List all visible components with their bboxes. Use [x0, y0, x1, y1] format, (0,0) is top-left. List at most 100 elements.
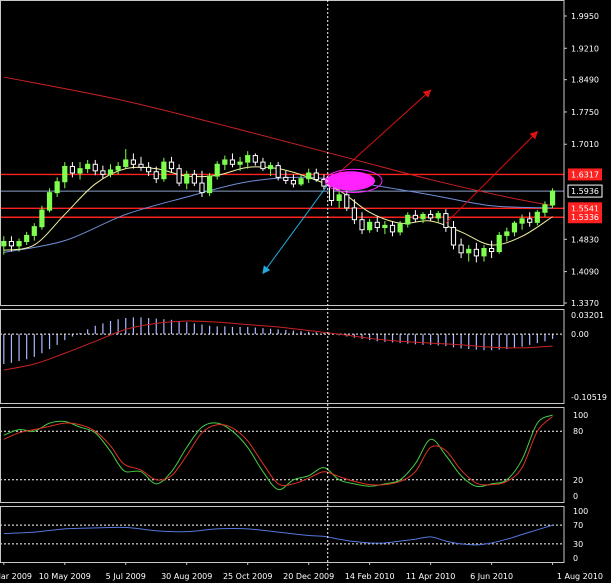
candle-body	[435, 213, 441, 219]
price-tick-label: 1.7750	[571, 108, 599, 117]
time-axis-label: 10 May 2009	[39, 572, 91, 581]
candle-body	[443, 213, 449, 229]
rsi-tick-label: 30	[573, 540, 583, 549]
stochastic-main-line	[3, 414, 553, 491]
stochastic-signal-line	[3, 416, 553, 487]
candle-body	[412, 214, 418, 220]
candle-body	[382, 224, 388, 229]
stochastic-lines	[0, 414, 564, 491]
candle-body	[245, 155, 251, 163]
time-axis-label: 20 Dec 2009	[283, 572, 334, 581]
candle-body	[389, 224, 396, 233]
time-axis: Mar 2009 10 May 2009 5 Jul 2009 30 Aug 2009…	[0, 562, 603, 581]
price-tick-label: 1.4090	[571, 268, 599, 277]
stochastic-tick-label: 20	[573, 476, 583, 485]
candle-body	[344, 194, 350, 209]
trend-arrow	[262, 179, 332, 275]
candle-body	[107, 169, 114, 175]
candle-body	[466, 248, 472, 254]
slow-moving-average-line	[3, 76, 553, 207]
candle-body	[237, 161, 243, 165]
time-axis-label: 1 Aug 2010	[557, 572, 603, 581]
candle-body	[191, 173, 197, 184]
candle-body	[511, 222, 518, 233]
candle-body	[130, 159, 136, 165]
macd-tick-label: -0.10519	[571, 393, 607, 402]
candle-body	[123, 159, 129, 167]
chart-annotations	[262, 89, 539, 275]
candle-body	[428, 213, 434, 219]
macd-panel-frame	[0, 309, 565, 404]
candle-body	[8, 241, 15, 247]
candle-body	[206, 175, 213, 194]
stochastic-tick-label: 100	[573, 411, 588, 420]
candle-body	[115, 165, 121, 171]
stoch-panel-frame	[0, 407, 565, 503]
macd-signal-line	[3, 320, 553, 371]
price-tick-label: 1.7010	[571, 140, 599, 149]
candle-body	[85, 163, 91, 170]
candle-body	[31, 226, 37, 236]
candle-body	[496, 234, 502, 253]
candle-body	[405, 214, 411, 225]
rsi-panel: 100 70 30 0	[0, 507, 588, 563]
rsi-tick-label: 70	[573, 521, 583, 530]
candle-body	[176, 168, 182, 184]
price-tick-label: 1.9210	[571, 44, 599, 53]
time-axis-label: 11 Apr 2010	[406, 572, 455, 581]
candle-body	[1, 241, 7, 247]
candle-body	[54, 181, 60, 194]
time-axis-label: 6 Jun 2010	[470, 572, 513, 581]
candle-body	[92, 163, 98, 172]
candle-body	[267, 165, 274, 170]
time-axis-label: 14 Feb 2010	[345, 572, 395, 581]
price-level-tag	[568, 211, 602, 224]
candle-body	[46, 192, 53, 211]
candlestick-series	[1, 149, 556, 263]
candle-body	[100, 170, 106, 175]
candle-body	[16, 241, 22, 247]
highlight-ellipse	[326, 171, 375, 191]
macd-histogram	[0, 317, 564, 365]
candle-body	[542, 204, 548, 213]
candle-body	[473, 248, 479, 257]
candle-body	[62, 165, 68, 183]
candle-body	[351, 207, 358, 221]
candle-body	[69, 165, 76, 174]
mid-moving-average-line	[3, 176, 553, 253]
current-price-tag	[567, 184, 603, 198]
macd-signal-curve	[3, 320, 553, 371]
candle-body	[298, 178, 304, 185]
candle-body	[374, 221, 380, 229]
rsi-tick-label: 0	[573, 554, 578, 563]
candle-body	[549, 190, 556, 206]
stochastic-axis: 100 80 20 0	[573, 411, 588, 501]
candle-body	[138, 163, 144, 168]
panel-frames	[0, 0, 565, 570]
price-panel-frame	[0, 0, 565, 306]
highlight-ellipse-outline	[324, 168, 383, 193]
candle-body	[161, 161, 167, 180]
candle-body	[420, 213, 426, 220]
candle-body	[39, 209, 45, 228]
stochastic-panel: 100 80 20 0	[0, 411, 588, 501]
price-level-tag	[568, 168, 602, 181]
candle-body	[359, 219, 365, 231]
trend-arrow	[445, 130, 539, 224]
candle-body	[367, 221, 373, 231]
candle-body	[397, 223, 403, 233]
stochastic-tick-label: 0	[573, 492, 578, 501]
price-tick-label: 1.8490	[571, 76, 599, 85]
candle-body	[24, 234, 30, 242]
rsi-tick-label: 100	[573, 507, 588, 516]
time-axis-label: Mar 2009	[0, 572, 32, 581]
candle-body	[283, 176, 289, 181]
candle-body	[229, 159, 236, 165]
price-level-label: 1.5541	[571, 204, 599, 213]
candle-body	[184, 173, 190, 184]
candle-body	[77, 168, 83, 174]
price-level-label: 1.5336	[571, 213, 599, 222]
